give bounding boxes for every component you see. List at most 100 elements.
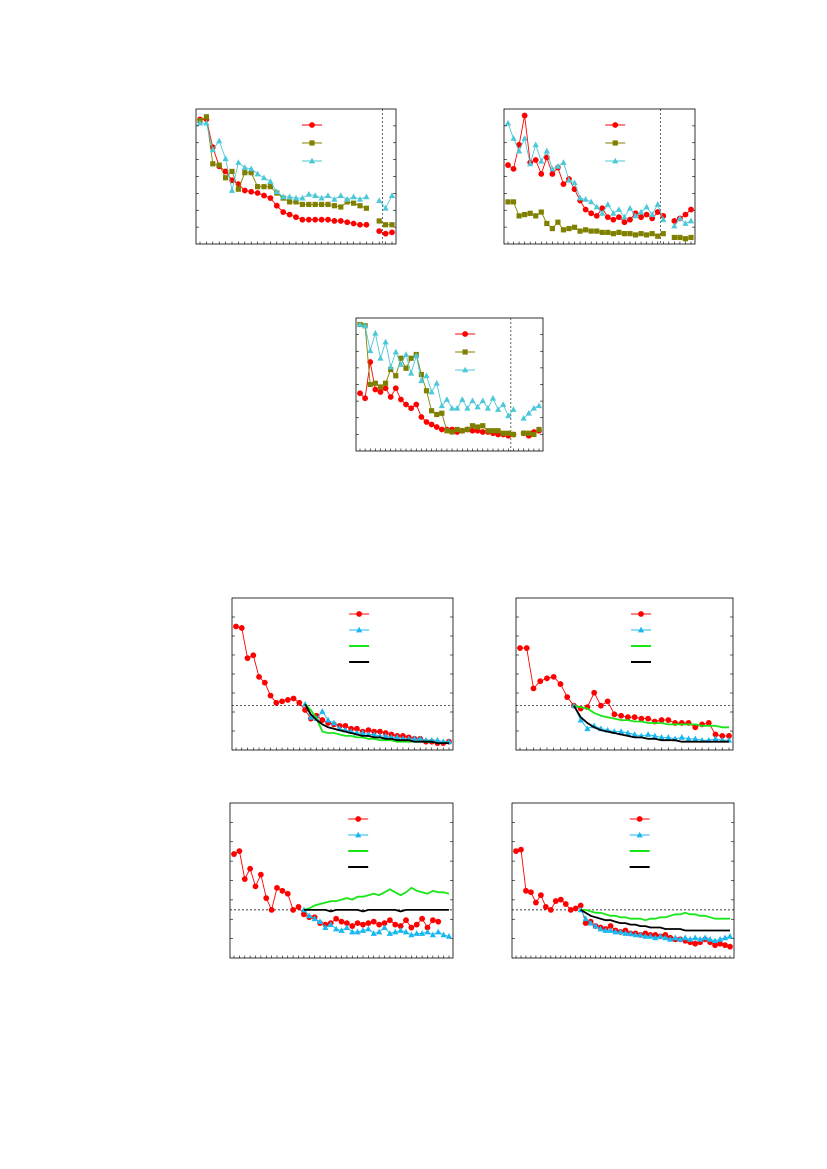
data-point xyxy=(677,936,684,942)
data-point xyxy=(343,924,350,930)
data-point xyxy=(252,883,259,890)
data-point xyxy=(299,194,306,201)
data-point xyxy=(316,918,324,925)
data-point xyxy=(671,222,678,229)
data-point xyxy=(231,851,237,857)
data-point xyxy=(692,724,699,731)
data-point xyxy=(588,210,595,217)
data-point xyxy=(319,717,326,723)
data-point xyxy=(464,426,470,433)
data-point xyxy=(429,408,435,414)
data-point xyxy=(712,735,719,742)
data-point xyxy=(300,911,307,918)
data-point xyxy=(711,937,719,944)
data-point xyxy=(254,170,261,177)
data-point xyxy=(644,232,650,238)
legend-marker xyxy=(636,831,643,838)
data-point xyxy=(403,365,409,371)
data-point xyxy=(647,933,654,939)
data-point xyxy=(516,141,522,148)
data-point xyxy=(376,921,383,928)
data-point xyxy=(510,406,517,412)
data-point xyxy=(667,936,674,942)
data-point xyxy=(682,934,689,941)
data-point xyxy=(615,206,623,212)
data-point xyxy=(357,390,363,397)
data-point xyxy=(510,135,517,141)
data-point xyxy=(413,401,420,408)
data-point xyxy=(643,211,650,218)
data-point xyxy=(513,848,519,854)
data-point xyxy=(423,388,430,394)
data-point xyxy=(241,187,248,194)
data-point xyxy=(532,141,539,148)
data-point xyxy=(267,184,273,190)
data-point xyxy=(428,421,435,428)
data-point xyxy=(445,933,453,939)
data-point xyxy=(354,928,361,935)
data-point xyxy=(434,411,440,418)
data-point xyxy=(443,396,451,402)
data-point xyxy=(638,214,644,221)
data-point xyxy=(682,236,689,242)
data-point xyxy=(484,404,491,411)
data-point xyxy=(293,199,299,205)
legend-marker xyxy=(612,157,619,164)
data-point xyxy=(622,930,629,936)
series-line xyxy=(507,123,664,220)
data-point xyxy=(344,199,350,205)
chart-top-1 xyxy=(195,108,397,245)
data-point xyxy=(543,147,550,154)
data-point xyxy=(356,321,364,327)
data-point xyxy=(638,715,645,722)
legend-marker xyxy=(638,611,644,617)
data-point xyxy=(372,329,379,336)
data-point xyxy=(382,230,389,237)
data-point xyxy=(515,147,523,154)
data-point xyxy=(367,381,373,388)
data-point xyxy=(598,702,604,709)
data-point xyxy=(360,921,366,928)
data-point xyxy=(319,201,325,208)
data-point xyxy=(444,428,450,434)
data-point xyxy=(267,692,274,699)
data-point xyxy=(257,871,264,878)
data-point xyxy=(677,234,683,241)
plot-frame xyxy=(229,802,454,959)
data-point xyxy=(692,940,699,947)
data-point xyxy=(280,193,287,200)
data-point xyxy=(292,194,300,201)
legend-marker xyxy=(636,816,643,822)
data-point xyxy=(359,927,367,933)
data-point xyxy=(522,212,528,218)
data-point xyxy=(537,892,544,899)
data-point xyxy=(571,224,578,230)
chart-bot-4 xyxy=(511,802,735,959)
data-point xyxy=(279,887,286,894)
data-point xyxy=(417,735,424,742)
data-point xyxy=(459,428,465,434)
data-point xyxy=(448,404,456,411)
data-point xyxy=(518,846,524,853)
data-point xyxy=(530,404,537,411)
data-point xyxy=(621,219,628,226)
data-point xyxy=(599,229,605,235)
data-point xyxy=(440,931,447,938)
data-point xyxy=(584,725,591,732)
data-point xyxy=(469,423,476,429)
legend-marker xyxy=(637,626,645,633)
data-point xyxy=(381,920,388,927)
data-point xyxy=(377,384,384,390)
data-point xyxy=(526,430,532,436)
data-point xyxy=(344,219,351,226)
data-point xyxy=(616,214,622,221)
data-point xyxy=(382,732,389,739)
data-point xyxy=(726,933,734,939)
data-point xyxy=(516,213,522,219)
data-point xyxy=(402,351,410,357)
data-point xyxy=(469,397,476,404)
series-line xyxy=(200,122,367,200)
data-point xyxy=(295,904,302,910)
data-point xyxy=(383,222,389,228)
data-point xyxy=(337,192,344,198)
